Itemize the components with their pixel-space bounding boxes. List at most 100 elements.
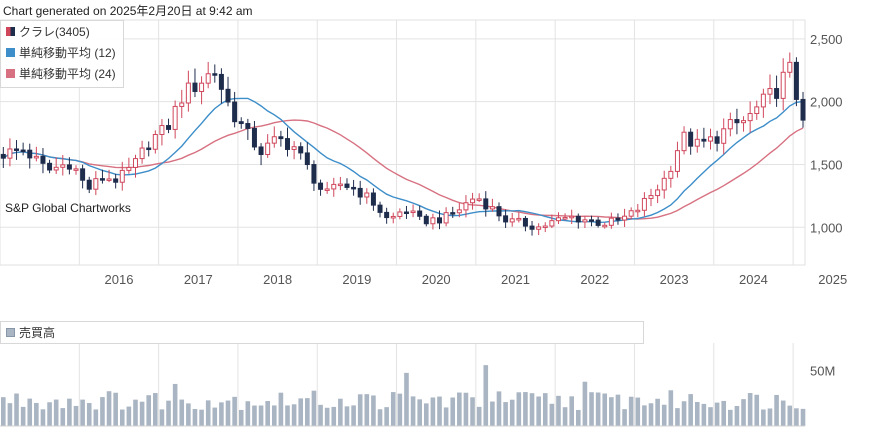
candle	[33, 146, 39, 162]
candle	[106, 169, 112, 183]
volume-bar	[34, 402, 39, 426]
candle	[542, 222, 548, 233]
candle	[212, 64, 218, 83]
candle	[443, 207, 449, 227]
candle	[641, 192, 647, 217]
candle-body	[324, 188, 330, 191]
candle-body	[641, 197, 647, 211]
candle	[688, 128, 694, 155]
volume-bar	[529, 393, 535, 426]
volume-bar	[384, 407, 389, 426]
candle	[800, 91, 806, 128]
volume-bar	[721, 400, 727, 426]
candle-body	[767, 88, 773, 95]
legend-item-sma12[interactable]: 単純移動平均 (12)	[1, 42, 123, 63]
candle	[192, 68, 198, 98]
volume-bar	[688, 394, 693, 426]
candle	[344, 178, 350, 191]
volume-bar	[642, 405, 647, 426]
candle	[589, 215, 595, 227]
candle	[271, 126, 277, 148]
candle	[648, 188, 654, 207]
candle-body	[192, 82, 198, 92]
volume-bar	[780, 400, 786, 426]
candle-body	[747, 113, 753, 122]
candle	[430, 213, 436, 230]
candle-body	[503, 215, 509, 223]
volume-bar	[100, 397, 105, 426]
candle	[595, 216, 601, 228]
candle-body	[7, 148, 13, 159]
volume-bar	[615, 394, 621, 426]
volume-bar	[595, 392, 601, 426]
volume-bar	[694, 401, 700, 426]
candle	[701, 127, 707, 148]
candle	[132, 154, 138, 178]
candle-body	[232, 101, 238, 123]
candle	[562, 213, 568, 221]
candle	[450, 206, 456, 218]
sma24-swatch-icon	[6, 69, 15, 78]
candle-body	[33, 155, 39, 159]
candle-body	[681, 131, 687, 152]
volume-bars	[1, 365, 806, 426]
candle	[734, 108, 740, 135]
candle-body	[384, 211, 390, 219]
candle	[337, 176, 343, 191]
candle-body	[688, 131, 694, 147]
legend-item-volume[interactable]: 売買高	[1, 322, 643, 343]
x-tick-label: 2021	[501, 272, 530, 287]
volume-bar	[252, 405, 257, 426]
candle-body	[582, 219, 588, 223]
candle	[265, 134, 271, 158]
volume-bar	[113, 392, 118, 426]
candle	[159, 119, 165, 146]
candle	[351, 179, 357, 196]
candle-body	[562, 217, 568, 220]
volume-bar	[14, 393, 19, 426]
legend-label-sma12: 単純移動平均 (12)	[19, 46, 116, 60]
candle	[754, 100, 760, 120]
volume-bar	[1, 397, 6, 426]
candle	[476, 193, 482, 203]
volume-bar	[219, 402, 224, 426]
candle-body	[549, 220, 555, 227]
x-tick-label: 2022	[580, 272, 609, 287]
candle	[456, 202, 462, 218]
candle-body	[351, 186, 357, 190]
volume-bar	[311, 390, 317, 426]
candle	[470, 192, 476, 210]
candle-body	[172, 105, 178, 130]
legend-label-sma24: 単純移動平均 (24)	[19, 67, 116, 81]
candle	[232, 91, 238, 128]
candle-body	[344, 183, 350, 188]
candle	[166, 118, 172, 134]
candle	[721, 118, 727, 155]
candle	[787, 52, 793, 78]
candle	[47, 159, 53, 174]
volume-bar	[93, 409, 99, 426]
candle-body	[357, 187, 363, 198]
volume-bar	[747, 393, 753, 426]
candle	[218, 68, 224, 104]
candle	[73, 165, 79, 175]
volume-bar	[153, 393, 158, 426]
candle	[575, 213, 581, 229]
candle-body	[516, 217, 522, 221]
candle	[635, 203, 641, 218]
candle-body	[714, 136, 720, 144]
volume-bar	[53, 399, 59, 426]
legend-item-price[interactable]: クラレ(3405)	[1, 21, 123, 42]
candle	[423, 213, 429, 227]
volume-bar	[119, 409, 125, 426]
chart-generated-text: Chart generated on 2025年2月20日 at 9:42 am	[3, 4, 253, 18]
legend-item-sma24[interactable]: 単純移動平均 (24)	[1, 63, 123, 84]
volume-bar	[60, 408, 66, 426]
candle-body	[410, 210, 416, 214]
candle-body	[212, 73, 218, 76]
y-tick-label: 2,500	[810, 32, 843, 47]
candle-body	[476, 198, 482, 201]
candle	[417, 205, 423, 221]
candle-body	[146, 147, 152, 151]
candle-body	[575, 215, 581, 223]
